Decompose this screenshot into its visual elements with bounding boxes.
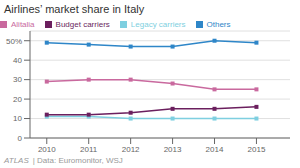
html-text:Legacy carriers: Legacy carriers [130, 20, 186, 29]
svg-text:2013: 2013 [164, 145, 182, 154]
svg-text:2014: 2014 [206, 145, 224, 154]
html-text:Budget carriers: Budget carriers [55, 20, 110, 29]
html-text:ATLAS | Data: Euromonitor, WSJ: ATLAS | Data: Euromonitor, WSJ [4, 156, 123, 165]
svg-text:20: 20 [13, 95, 22, 104]
svg-text:40: 40 [13, 56, 22, 65]
svg-text:10: 10 [13, 114, 22, 123]
svg-text:30: 30 [13, 75, 22, 84]
html-text:Others: Others [206, 20, 231, 29]
svg-text:2015: 2015 [248, 145, 266, 154]
svg-text:0: 0 [18, 134, 23, 143]
html-text:Airlines’ market share in Ital: Airlines’ market share in Italy [4, 3, 145, 15]
svg-text:2011: 2011 [80, 145, 98, 154]
svg-text:2010: 2010 [38, 145, 56, 154]
svg-text:50%: 50% [8, 37, 22, 46]
svg-text:2012: 2012 [122, 145, 140, 154]
html-text:Alitalia: Alitalia [11, 20, 35, 29]
